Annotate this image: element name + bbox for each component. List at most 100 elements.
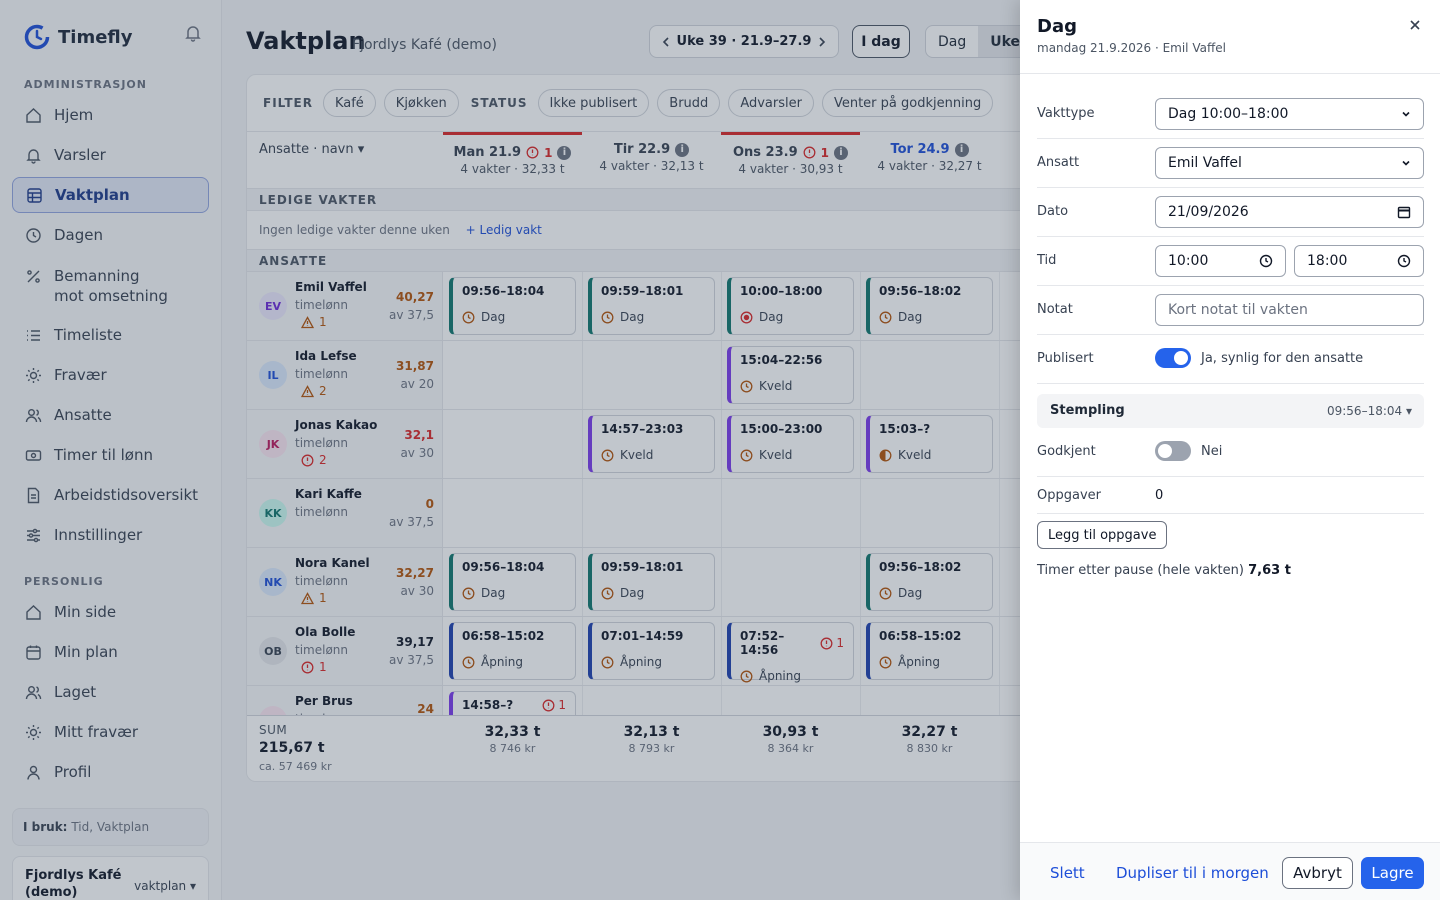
grid-line [582,686,583,731]
employee-cell[interactable]: IL Ida Lefse timelønn 2 31,87 av 20 [247,341,443,409]
filter-chip-kafe[interactable]: Kafé [322,89,376,117]
view-day-button[interactable]: Dag [938,33,967,50]
status-chip-advarsler[interactable]: Advarsler [728,89,814,117]
day-header[interactable]: Tir 22.9 i 4 vakter · 32,13 t [582,132,721,189]
note-input[interactable]: Kort notat til vakten [1155,294,1424,326]
shift-card[interactable]: 07:01–14:59 Åpning [588,622,715,680]
shift-card[interactable]: 06:58–15:02 Åpning [449,622,576,680]
approved-toggle[interactable] [1155,441,1191,461]
nav-mitt-fravaer[interactable]: Mitt fravær [12,714,209,750]
brand[interactable]: Timefly [24,24,133,50]
nav-bemanning[interactable]: Bemanning mot omsetning [12,262,209,306]
add-task-button[interactable]: Legg til oppgave [1037,521,1168,549]
employee-sort-header[interactable]: Ansatte · navn ▾ [259,142,365,157]
shift-card[interactable]: 14:57–23:03 Kveld [588,415,715,473]
duplicate-button[interactable]: Dupliser til i morgen [1116,864,1269,882]
employee-cell[interactable]: EV Emil Vaffel timelønn 1 40,27 av 37,5 [247,272,443,340]
delete-button[interactable]: Slett [1050,864,1085,882]
calendar-grid-icon [27,187,42,203]
shift-card[interactable]: 09:59–18:01 Dag [588,277,715,335]
employee-cell[interactable]: KK Kari Kaffe timelønn 0 av 37,5 [247,479,443,547]
employee-warnings[interactable]: 1 [301,660,327,674]
nav-fravaer[interactable]: Fravær [12,357,209,393]
nav-timer-til-lonn[interactable]: Timer til lønn [12,437,209,473]
status-chip-brudd[interactable]: Brudd [657,89,721,117]
shift-type: Dag [601,310,705,324]
info-icon[interactable]: i [675,142,690,157]
employee-warnings[interactable]: 2 [301,453,327,467]
add-open-shift-link[interactable]: + Ledig vakt [465,223,542,237]
nav-laget[interactable]: Laget [12,674,209,710]
day-header[interactable]: Tor 24.9 i 4 vakter · 32,27 t [860,132,999,189]
time-start-input[interactable]: 10:00 [1155,245,1286,277]
cancel-button[interactable]: Avbryt [1282,857,1353,889]
info-icon[interactable]: i [834,145,848,160]
clock-icon[interactable] [1259,254,1273,268]
employee-cell[interactable]: OB Ola Bolle timelønn 1 39,17 av 37,5 [247,617,443,685]
day-header[interactable]: Man 21.9 1 i 4 vakter · 32,33 t [443,132,582,189]
employee-cell[interactable]: JK Jonas Kakao timelønn 2 32,1 av 30 [247,410,443,478]
employees-header: ANSATTE [247,250,1045,272]
shift-card[interactable]: 15:03–? Kveld [866,415,993,473]
error-icon [526,146,539,159]
shift-card[interactable]: 09:56–18:04 Dag [449,277,576,335]
shift-card[interactable]: 09:59–18:01 Dag [588,553,715,611]
shift-card[interactable]: 15:00–23:00 Kveld [727,415,854,473]
employee-select[interactable]: Emil Vaffel [1155,147,1424,179]
filter-chip-kjokken[interactable]: Kjøkken [383,89,459,117]
nav-vaktplan[interactable]: Vaktplan [12,177,209,213]
status-chip-ikke-publisert[interactable]: Ikke publisert [537,89,650,117]
info-icon[interactable]: i [557,145,572,160]
published-toggle[interactable] [1155,348,1191,368]
drawer-title: Dag [1037,16,1077,37]
company-switcher[interactable]: Fjordlys Kafé (demo) vaktplan ▾ [12,856,209,900]
nav-hjem[interactable]: Hjem [12,97,209,133]
shift-card[interactable]: 09:56–18:02 Dag [866,277,993,335]
chevron-right-icon[interactable] [816,36,828,48]
nav-dagen[interactable]: Dagen [12,217,209,253]
shift-card[interactable]: 15:04–22:56 Kveld [727,346,854,404]
nav-timeliste[interactable]: Timeliste [12,317,209,353]
nav-varsler[interactable]: Varsler [12,137,209,173]
employee-pay-type: timelønn [295,574,348,588]
employee-warnings[interactable]: 1 [301,315,327,329]
employee-cell[interactable]: NK Nora Kanel timelønn 1 32,27 av 30 [247,548,443,616]
date-input[interactable]: 21/09/2026 [1155,196,1424,228]
shift-card[interactable]: 09:56–18:02 Dag [866,553,993,611]
shift-card[interactable]: 10:00–18:00 Dag [727,277,854,335]
info-icon[interactable]: i [954,142,969,157]
clock-icon [26,227,41,243]
nav-min-plan[interactable]: Min plan [12,634,209,670]
shift-card[interactable]: 06:58–15:02 Åpning [866,622,993,680]
day-summary: 4 vakter · 30,93 t [738,162,843,176]
nav-profil[interactable]: Profil [12,754,209,790]
today-button[interactable]: I dag [852,25,910,58]
nav-arbeidstidsoversikt[interactable]: Arbeidstidsoversikt [12,477,209,513]
day-header[interactable]: Ons 23.9 1 i 4 vakter · 30,93 t [721,132,860,189]
employee-warnings[interactable]: 1 [301,591,327,605]
time-end-input[interactable]: 18:00 [1294,245,1424,277]
status-chip-venter[interactable]: Venter på godkjenning [821,89,994,117]
employee-warnings[interactable]: 2 [301,384,327,398]
save-button[interactable]: Lagre [1361,857,1424,889]
chevron-left-icon[interactable] [660,36,672,48]
nav-min-side[interactable]: Min side [12,594,209,630]
close-icon[interactable] [1408,18,1422,32]
modal-backdrop[interactable] [0,0,1020,900]
employee-pay-type: timelønn [295,643,348,657]
clock-icon[interactable] [1397,254,1411,268]
warning-count: 1 [319,315,327,329]
shift-type: Dag [879,310,983,324]
table-row: JK Jonas Kakao timelønn 2 32,1 av 30 14:57–23:… [247,410,1045,479]
in-use-box: I bruk: Tid, Vaktplan [12,808,209,846]
nav-innstillinger[interactable]: Innstillinger [12,517,209,553]
shift-card[interactable]: 07:52–14:56 1 Åpning [727,622,854,683]
shift-card[interactable]: 09:56–18:04 Dag [449,553,576,611]
stamping-section[interactable]: Stempling 09:56–18:04 ▾ [1037,394,1424,428]
nav-ansatte[interactable]: Ansatte [12,397,209,433]
user-icon [27,765,40,780]
shift-type-select[interactable]: Dag 10:00–18:00 [1155,98,1424,130]
calendar-icon[interactable] [1397,205,1411,219]
note-label: Notat [1037,302,1073,317]
notifications-bell-icon[interactable] [184,24,202,42]
